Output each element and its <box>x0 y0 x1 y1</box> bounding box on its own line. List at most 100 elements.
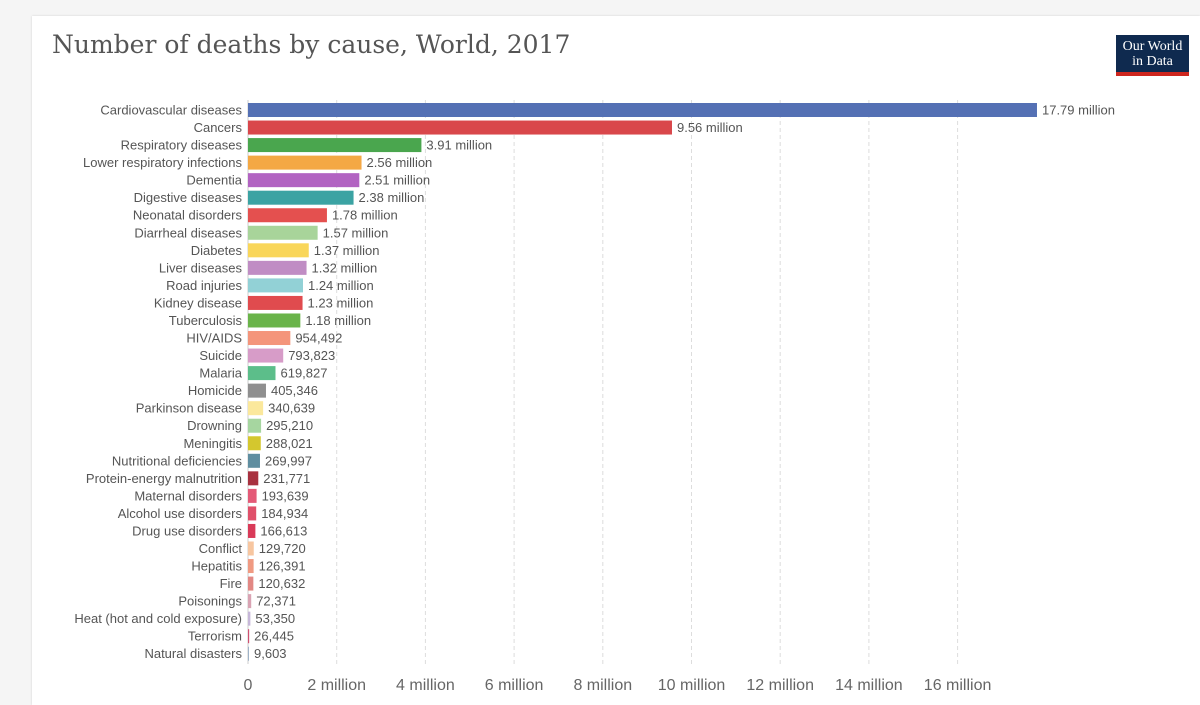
x-tick-label: 6 million <box>485 677 544 694</box>
bar <box>248 313 301 328</box>
category-label: Digestive diseases <box>134 190 243 205</box>
value-label: 9.56 million <box>677 120 743 135</box>
x-tick-label: 12 million <box>746 677 814 694</box>
value-label: 619,827 <box>280 366 327 381</box>
bar <box>248 523 256 538</box>
value-label: 3.91 million <box>426 138 492 153</box>
category-label: Liver diseases <box>159 260 243 275</box>
value-label: 193,639 <box>262 488 309 503</box>
bar <box>248 278 303 293</box>
bar <box>248 506 257 521</box>
bar <box>248 348 284 363</box>
bar <box>248 559 254 574</box>
category-label: Conflict <box>199 541 243 556</box>
category-label: Heat (hot and cold exposure) <box>74 611 242 626</box>
bar <box>248 401 264 416</box>
logo-line-2: in Data <box>1132 54 1173 69</box>
bar <box>248 436 261 451</box>
bar <box>248 295 303 310</box>
category-label: Natural disasters <box>144 646 242 661</box>
category-label: Terrorism <box>188 629 242 644</box>
category-label: Kidney disease <box>154 295 242 310</box>
value-label: 184,934 <box>261 506 308 521</box>
value-label: 2.51 million <box>364 173 430 188</box>
x-tick-label: 4 million <box>396 677 455 694</box>
value-label: 1.37 million <box>314 243 380 258</box>
category-label: Suicide <box>199 348 242 363</box>
category-label: Dementia <box>186 173 242 188</box>
value-label: 405,346 <box>271 383 318 398</box>
category-label: Poisonings <box>178 594 242 609</box>
value-label: 17.79 million <box>1042 103 1115 118</box>
value-label: 120,632 <box>258 576 305 591</box>
category-label: Lower respiratory infections <box>83 155 242 170</box>
value-label: 1.78 million <box>332 208 398 223</box>
value-label: 340,639 <box>268 401 315 416</box>
category-label: Homicide <box>188 383 242 398</box>
value-label: 954,492 <box>295 331 342 346</box>
bar <box>248 260 307 275</box>
category-label: Drowning <box>187 418 242 433</box>
category-label: Respiratory diseases <box>121 138 243 153</box>
bar <box>248 471 259 486</box>
bar <box>248 646 249 661</box>
bar <box>248 208 327 223</box>
category-label: Maternal disorders <box>134 488 242 503</box>
category-label: Meningitis <box>183 436 242 451</box>
value-label: 288,021 <box>266 436 313 451</box>
x-tick-label: 10 million <box>658 677 726 694</box>
value-label: 72,371 <box>256 594 296 609</box>
category-label: Fire <box>220 576 242 591</box>
category-label: Diarrheal diseases <box>134 225 242 240</box>
category-label: Nutritional deficiencies <box>112 453 243 468</box>
value-label: 2.56 million <box>367 155 433 170</box>
value-label: 269,997 <box>265 453 312 468</box>
bar <box>248 155 362 170</box>
page-title: Number of deaths by cause, World, 2017 <box>52 30 571 59</box>
bar <box>248 611 251 626</box>
value-label: 2.38 million <box>359 190 425 205</box>
category-label: Malaria <box>199 366 242 381</box>
value-label: 166,613 <box>260 523 307 538</box>
logo-line-1: Our World <box>1122 39 1183 54</box>
bar <box>248 541 254 556</box>
bar <box>248 190 354 205</box>
bar <box>248 594 252 609</box>
category-label: Parkinson disease <box>136 401 242 416</box>
bar <box>248 173 360 188</box>
bar <box>248 120 672 135</box>
value-label: 1.57 million <box>323 225 389 240</box>
category-label: Diabetes <box>191 243 243 258</box>
category-label: Cardiovascular diseases <box>100 103 242 118</box>
x-tick-label: 8 million <box>573 677 632 694</box>
bar <box>248 243 309 258</box>
owid-logo[interactable]: Our World in Data <box>1116 35 1189 76</box>
category-label: Hepatitis <box>191 559 242 574</box>
bar <box>248 453 260 468</box>
x-tick-label: 2 million <box>307 677 366 694</box>
bar <box>248 418 262 433</box>
value-label: 26,445 <box>254 629 294 644</box>
category-label: HIV/AIDS <box>186 331 242 346</box>
value-label: 126,391 <box>259 559 306 574</box>
bar <box>248 225 318 240</box>
value-label: 129,720 <box>259 541 306 556</box>
category-label: Alcohol use disorders <box>118 506 243 521</box>
value-label: 295,210 <box>266 418 313 433</box>
category-label: Protein-energy malnutrition <box>86 471 242 486</box>
bar <box>248 366 276 381</box>
bar <box>248 138 422 153</box>
value-label: 9,603 <box>254 646 287 661</box>
value-label: 231,771 <box>263 471 310 486</box>
value-label: 793,823 <box>288 348 335 363</box>
value-label: 1.23 million <box>308 295 374 310</box>
bar <box>248 488 257 503</box>
category-label: Drug use disorders <box>132 523 242 538</box>
bar <box>248 629 250 644</box>
value-label: 1.18 million <box>305 313 371 328</box>
value-label: 53,350 <box>255 611 295 626</box>
bar <box>248 331 291 346</box>
bar <box>248 383 266 398</box>
category-label: Neonatal disorders <box>133 208 243 223</box>
